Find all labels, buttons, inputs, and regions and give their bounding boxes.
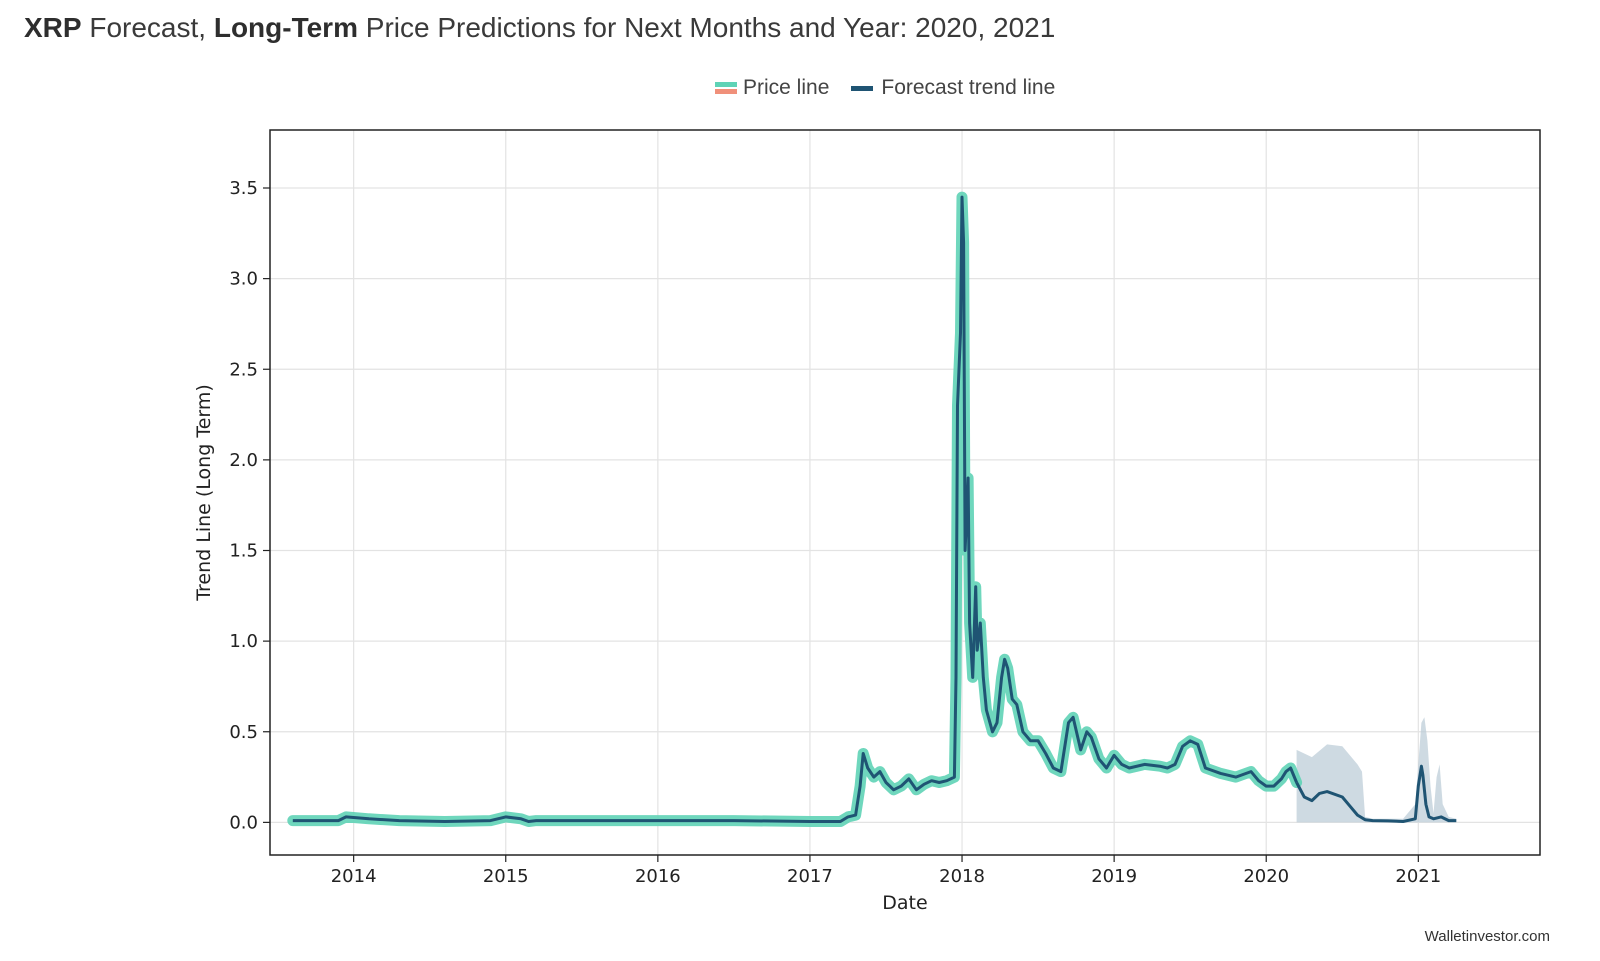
x-tick-label-6: 2020 (1243, 866, 1289, 887)
x-tick-label-4: 2018 (939, 866, 985, 887)
title-part-3: Price Predictions for Next Months and Ye… (357, 12, 1056, 43)
price-line-swatch-icon (715, 81, 737, 95)
legend-item-price-line: Price line (715, 76, 829, 100)
y-tick-label-5: 2.5 (229, 359, 258, 380)
y-axis-label: Trend Line (Long Term) (193, 384, 215, 602)
y-tick-label-6: 3.0 (229, 269, 258, 290)
forecast-line-swatch-icon (851, 85, 874, 91)
y-tick-label-4: 2.0 (229, 450, 258, 471)
forecast-trend-line-series (1295, 764, 1457, 823)
title-part-0: XRP (24, 12, 82, 43)
x-tick-label-2: 2016 (635, 866, 681, 887)
chart-legend: Price line Forecast trend line (715, 76, 1077, 100)
y-tick-label-7: 3.5 (229, 178, 258, 199)
y-tick-label-0: 0.0 (229, 812, 258, 833)
x-tick-label-3: 2017 (787, 866, 833, 887)
x-tick-label-5: 2019 (1091, 866, 1137, 887)
y-tick-label-1: 0.5 (229, 722, 258, 743)
title-part-2: Long-Term (213, 12, 358, 43)
legend-label-forecast-trend-line: Forecast trend line (881, 76, 1056, 99)
y-tick-label-2: 1.0 (229, 631, 258, 652)
x-axis-label: Date (882, 892, 927, 914)
page-title: XRP Forecast, Long-Term Price Prediction… (24, 12, 1055, 44)
x-tick-label-7: 2021 (1395, 866, 1441, 887)
price-line-series (287, 191, 1303, 827)
y-tick-label-3: 1.5 (229, 541, 258, 562)
legend-label-price-line: Price line (743, 76, 830, 99)
x-tick-label-0: 2014 (331, 866, 377, 887)
plot-frame (269, 129, 1541, 856)
price-line-inner (292, 195, 1298, 823)
legend-item-forecast-trend-line: Forecast trend line (851, 76, 1055, 100)
confidence-band (1296, 717, 1457, 823)
title-part-1: Forecast, (81, 12, 214, 43)
x-tick-label-1: 2015 (483, 866, 529, 887)
watermark: Walletinvestor.com (1424, 928, 1550, 945)
